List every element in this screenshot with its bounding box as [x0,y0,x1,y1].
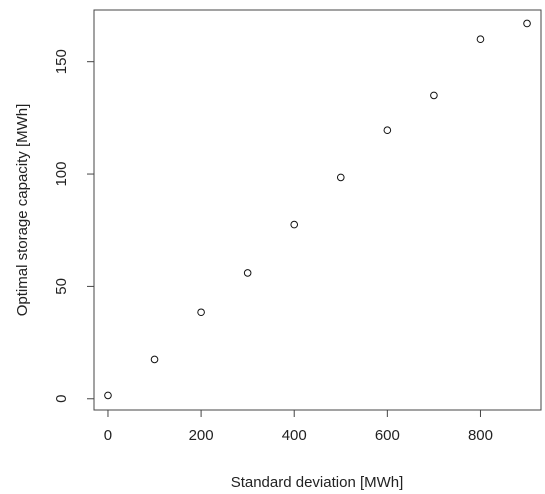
data-point [104,391,112,400]
data-point [150,355,159,364]
x-tick-label: 800 [468,427,493,444]
data-point [336,173,345,182]
data-point [197,308,205,317]
x-tick-label: 200 [189,427,214,444]
data-point [523,19,531,28]
x-tick-label: 0 [104,427,112,444]
y-axis-title: Optimal storage capacity [MWh] [14,104,31,317]
data-point [290,220,299,229]
data-point [383,126,392,135]
data-point [243,269,252,277]
x-tick-label: 400 [282,427,307,444]
y-axis: 0 50 100 150 [53,49,95,403]
plot-frame [93,9,542,411]
data-point [430,91,438,100]
data-point [476,35,485,44]
x-axis-title: Standard deviation [MWh] [231,474,404,491]
y-tick-label: 50 [53,278,70,295]
y-tick-label: 0 [53,395,70,403]
x-tick-label: 600 [375,427,400,444]
data-points [104,19,531,400]
x-axis: 0 200 400 600 800 [104,409,493,444]
y-tick-label: 150 [53,49,70,74]
y-tick-label: 100 [53,162,70,187]
